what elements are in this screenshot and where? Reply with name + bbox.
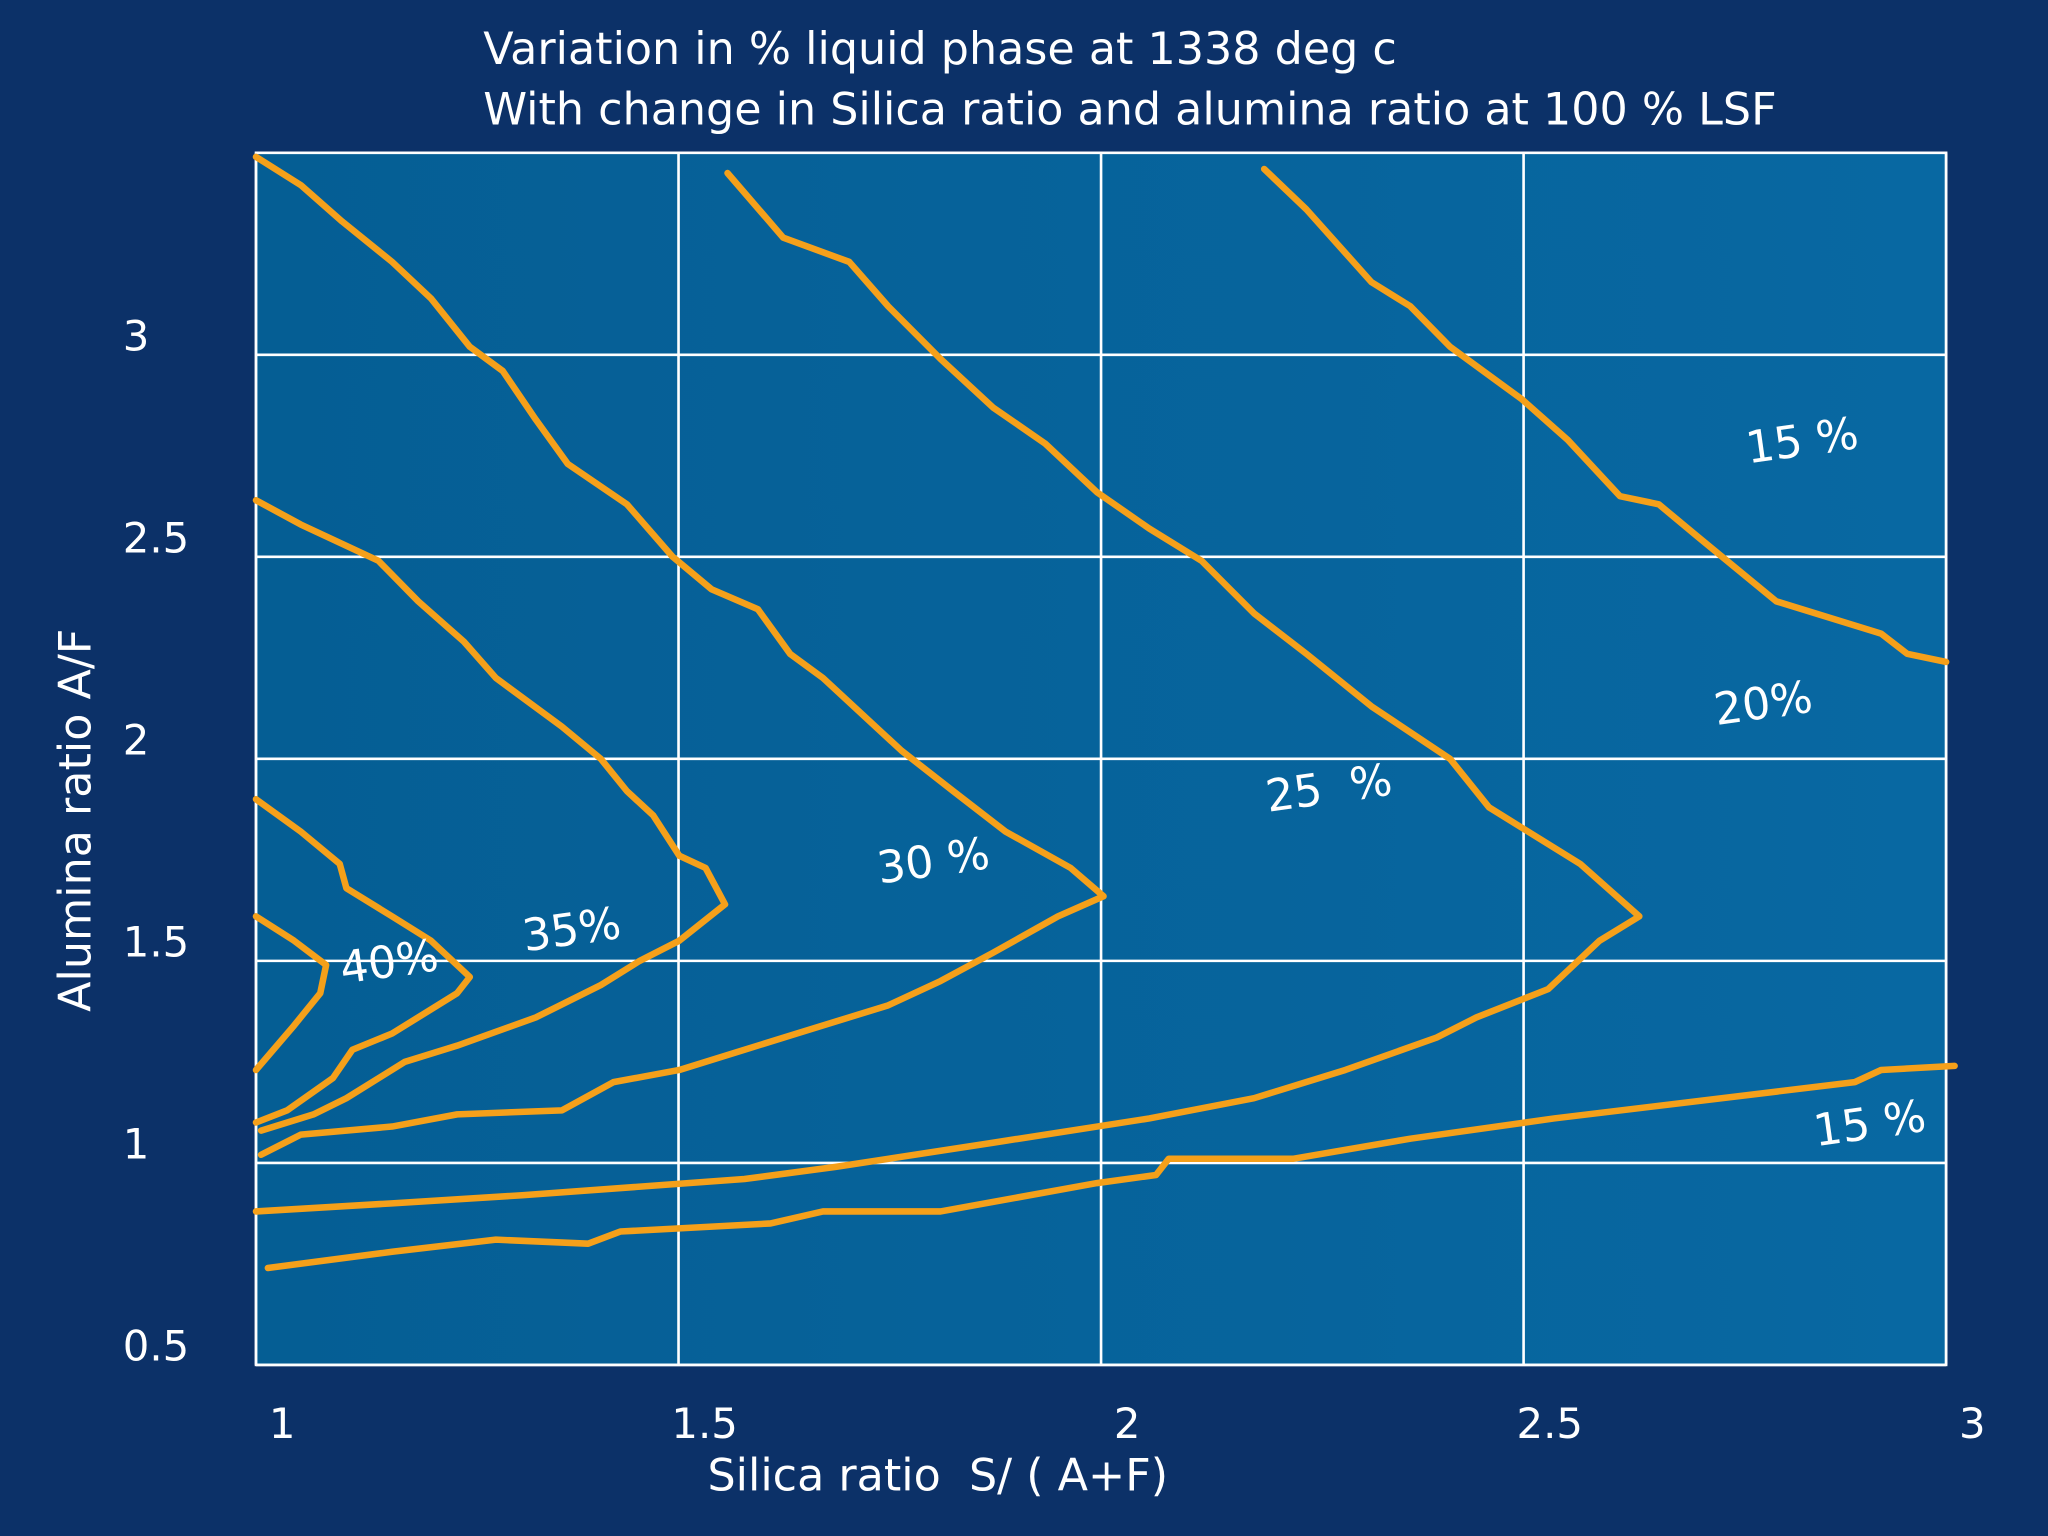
y-tick-label: 1.5: [123, 918, 189, 967]
contour-line: [252, 496, 729, 1134]
y-axis-label: Alumina ratio A/F: [50, 629, 101, 1012]
x-tick-label: 3: [1959, 1399, 1986, 1448]
x-tick-label: 2: [1114, 1399, 1141, 1448]
grid: [254, 152, 1948, 1367]
contour-line: [252, 913, 330, 1074]
contour-line: [264, 1062, 1958, 1272]
contour-line: [1260, 165, 1950, 666]
chart-title: Variation in % liquid phase at 1338 deg …: [483, 24, 1397, 75]
contour-line: [252, 795, 474, 1126]
contours: [252, 153, 1958, 1272]
y-tick-label: 3: [123, 312, 150, 361]
x-tick-label: 2.5: [1516, 1399, 1582, 1448]
contour-line: [252, 169, 1643, 1215]
y-tick-label: 1: [123, 1120, 150, 1169]
contour-line: [252, 153, 1107, 1159]
y-tick-label: 2: [123, 716, 150, 765]
x-tick-label: 1.5: [671, 1399, 737, 1448]
y-tick-label: 2.5: [123, 514, 189, 563]
x-tick-label: 1: [269, 1399, 296, 1448]
chart-subtitle: With change in Silica ratio and alumina …: [483, 84, 1776, 135]
y-tick-label: 0.5: [123, 1322, 189, 1371]
x-axis-label: Silica ratio S/ ( A+F): [708, 1451, 1169, 1502]
